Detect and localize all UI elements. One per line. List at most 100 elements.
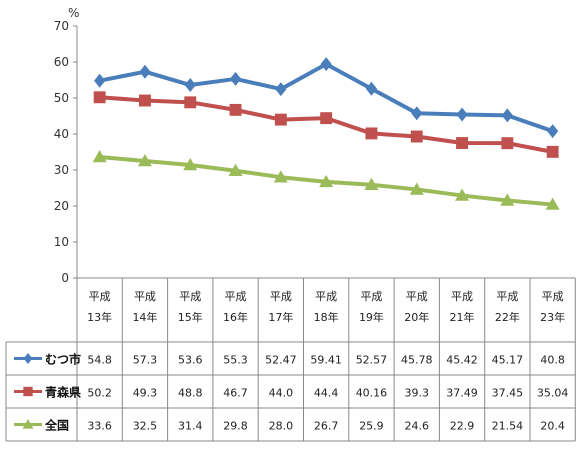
square-marker xyxy=(410,130,423,143)
data-cell-value: 39.3 xyxy=(405,387,430,400)
category-label: 13年 xyxy=(87,310,112,324)
diamond-marker xyxy=(229,71,242,86)
diamond-marker xyxy=(94,73,106,88)
triangle-marker xyxy=(228,163,243,176)
y-tick-label: 30 xyxy=(54,163,69,177)
data-cell-value: 31.4 xyxy=(178,420,203,433)
square-marker xyxy=(456,137,468,149)
data-cell-value: 29.8 xyxy=(223,420,248,433)
data-cell-value: 45.17 xyxy=(492,354,524,367)
category-label: 16年 xyxy=(223,310,248,324)
data-cell-value: 53.6 xyxy=(178,354,203,367)
data-table: 平成 13年 平成 14年 平成 15年 平成 16年 平成 17年 平成 18年 平成 19年 平成 20年… xyxy=(5,277,576,442)
data-cell-value: 59.41 xyxy=(310,354,342,367)
category-label: 22年 xyxy=(495,310,520,324)
category-label: 平成 xyxy=(406,290,428,303)
data-cell-value: 55.3 xyxy=(223,354,248,367)
triangle-marker xyxy=(364,177,379,191)
data-cell-value: 45.78 xyxy=(401,354,433,367)
category-label: 平成 xyxy=(225,290,247,303)
series-name-label: 全国 xyxy=(44,418,69,433)
diamond-marker xyxy=(23,353,33,364)
square-marker xyxy=(274,113,287,126)
triangle-marker xyxy=(319,174,334,188)
y-tick-label: 50 xyxy=(54,91,69,105)
square-marker xyxy=(93,91,106,104)
category-label: 23年 xyxy=(540,310,565,324)
y-tick-label: 20 xyxy=(54,199,69,213)
data-cell-value: 45.42 xyxy=(446,354,478,367)
category-label: 15年 xyxy=(178,310,203,324)
data-cell-value: 33.6 xyxy=(87,420,112,433)
triangle-marker xyxy=(273,170,288,183)
data-cell-value: 32.5 xyxy=(133,420,158,433)
triangle-marker xyxy=(455,188,470,201)
data-cell-value: 57.3 xyxy=(133,354,158,367)
category-label: 19年 xyxy=(359,310,384,324)
series-line xyxy=(99,95,554,154)
data-cell-value: 35.04 xyxy=(537,387,569,400)
diamond-marker xyxy=(275,82,287,97)
triangle-marker xyxy=(545,197,560,210)
data-cell-value: 22.9 xyxy=(450,420,475,433)
data-cell-value: 28.0 xyxy=(269,420,294,433)
diamond-marker xyxy=(456,107,468,122)
data-cell-value: 25.9 xyxy=(359,420,384,433)
series-name-label: むつ市 xyxy=(45,352,81,367)
square-marker xyxy=(184,96,197,109)
category-label: 平成 xyxy=(89,290,111,303)
diamond-marker xyxy=(547,124,559,139)
y-axis-unit-label: % xyxy=(68,6,79,20)
square-marker xyxy=(23,386,33,397)
data-cell-value: 20.4 xyxy=(540,420,565,433)
square-marker xyxy=(365,127,378,140)
series-markers xyxy=(92,57,560,210)
diamond-marker xyxy=(139,64,151,79)
category-label: 平成 xyxy=(451,290,473,303)
triangle-marker xyxy=(22,419,34,429)
data-cell-value: 26.7 xyxy=(314,420,339,433)
data-cell-value: 52.57 xyxy=(356,354,388,367)
category-label: 平成 xyxy=(315,290,337,303)
data-cell-value: 24.6 xyxy=(405,420,430,433)
category-label: 21年 xyxy=(450,310,475,324)
data-cell-value: 40.8 xyxy=(540,354,565,367)
diamond-marker xyxy=(365,81,378,96)
category-label: 20年 xyxy=(404,310,429,324)
triangle-marker xyxy=(183,157,198,171)
y-tick-label: 0 xyxy=(61,271,69,285)
data-cell-value: 54.8 xyxy=(87,354,112,367)
y-tick-label: 40 xyxy=(54,127,69,141)
data-cell-value: 50.2 xyxy=(87,387,112,400)
category-label: 平成 xyxy=(270,290,292,303)
triangle-marker xyxy=(409,182,424,195)
y-tick-label: 10 xyxy=(54,235,69,249)
square-marker xyxy=(546,145,559,158)
data-cell-value: 49.3 xyxy=(133,387,158,400)
data-cell-value: 40.16 xyxy=(356,387,388,400)
category-label: 17年 xyxy=(268,310,293,324)
category-label: 平成 xyxy=(360,290,382,303)
square-marker xyxy=(320,112,333,125)
data-cell-value: 37.49 xyxy=(446,387,478,400)
data-cell-value: 21.54 xyxy=(492,420,524,433)
square-marker xyxy=(139,94,151,107)
data-cell-value: 52.47 xyxy=(265,354,297,367)
y-tick-label: 60 xyxy=(54,55,69,69)
category-label: 18年 xyxy=(314,310,339,324)
data-cell-value: 37.45 xyxy=(492,387,524,400)
diamond-marker xyxy=(501,108,513,123)
diamond-marker xyxy=(184,78,196,93)
category-label: 平成 xyxy=(179,290,201,303)
square-marker xyxy=(229,103,242,116)
y-tick-label: 70 xyxy=(54,19,69,33)
triangle-marker xyxy=(500,193,515,206)
data-cell-value: 48.8 xyxy=(178,387,203,400)
category-label: 平成 xyxy=(134,290,156,303)
data-cell-value: 44.4 xyxy=(314,387,339,400)
category-label: 14年 xyxy=(132,310,157,324)
diamond-marker xyxy=(411,106,423,121)
series-name-label: 青森県 xyxy=(45,385,81,400)
square-marker xyxy=(501,137,514,150)
